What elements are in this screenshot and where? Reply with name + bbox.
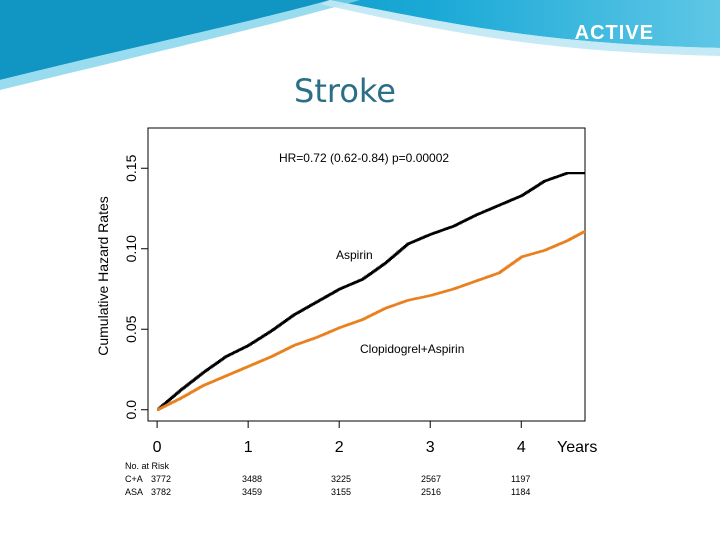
x-tick-label: 0 [153, 439, 162, 456]
series-line-aspirin [157, 172, 585, 411]
risk-cell: 2516 [421, 487, 442, 497]
risk-cell: 3488 [242, 474, 263, 484]
risk-cell: 1197 [511, 474, 531, 484]
y-tick-label: 0.05 [123, 315, 139, 342]
series-label-aspirin: Aspirin [336, 248, 373, 262]
hazard-ratio-annotation: HR=0.72 (0.62-0.84) p=0.00002 [279, 151, 449, 165]
x-tick-label: 3 [426, 439, 435, 456]
risk-table-title: No. at Risk [125, 461, 170, 471]
brand-label: ACTIVE [574, 22, 654, 44]
x-axis: 0 1 2 3 4 [153, 421, 526, 456]
slide-title: Stroke [294, 72, 396, 110]
risk-cell: 3155 [331, 487, 352, 497]
series-label-clopidogrel-aspirin: Clopidogrel+Aspirin [360, 342, 464, 356]
y-axis: 0.0 0.05 0.10 0.15 [123, 154, 148, 419]
risk-cell: 3459 [242, 487, 263, 497]
y-tick-label: 0.10 [123, 235, 139, 262]
header-banner [0, 0, 720, 90]
y-axis-label: Cumulative Hazard Rates [95, 196, 111, 356]
series-line-clopidogrel-aspirin [157, 230, 587, 411]
y-tick-label: 0.15 [123, 154, 139, 181]
risk-cell: 3782 [151, 487, 172, 497]
risk-row-label: C+A [125, 474, 143, 484]
x-axis-label: Years [557, 439, 597, 456]
risk-cell: 3772 [151, 474, 172, 484]
x-tick-label: 2 [335, 439, 344, 456]
x-tick-label: 1 [244, 439, 253, 456]
x-tick-label: 4 [517, 439, 526, 456]
risk-cell: 1184 [511, 487, 531, 497]
risk-cell: 3225 [331, 474, 352, 484]
plot-frame [147, 127, 586, 422]
y-tick-label: 0.0 [123, 400, 139, 420]
risk-row-label: ASA [125, 487, 144, 497]
risk-cell: 2567 [421, 474, 442, 484]
